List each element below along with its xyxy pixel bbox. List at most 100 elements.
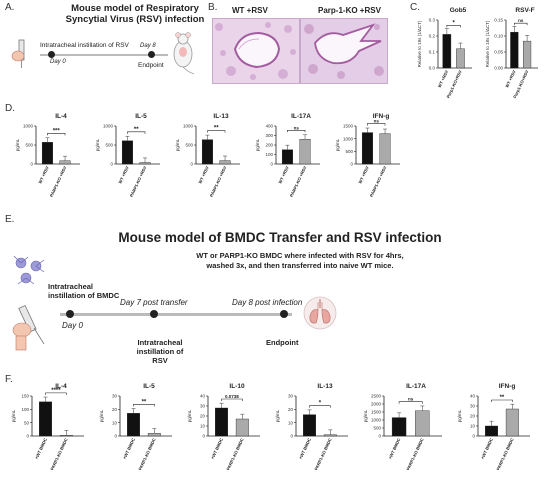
- category-label: PARP1-KO +RSV: [289, 165, 308, 198]
- category-label: +WT BMDC: [122, 437, 136, 460]
- bar-wt-bmdc: [39, 401, 52, 437]
- category-label: WT +RSV: [504, 69, 517, 88]
- panel-e-endpoint: Endpoint: [266, 338, 299, 347]
- chart-d-il17a: IL-17A pg/mL 0 100 200 300 400 WT +RSVPARP1-KO …: [255, 113, 320, 198]
- bar-parp1-ko-bmdc: [505, 408, 519, 437]
- category-label: +PARP1-KO BMDC: [312, 437, 332, 470]
- category-label: +PARP1-KO BMDC: [136, 437, 156, 470]
- significance-label: **: [142, 399, 147, 405]
- panel-e-description: WT or PARP1-KO BMDC where infected with …: [170, 251, 430, 271]
- bar-wt-rsv: [361, 132, 373, 165]
- panel-e-desc-line1: WT or PARP1-KO BMDC where infected with …: [196, 251, 404, 260]
- chart-title: IFN-g: [499, 383, 516, 390]
- y-tick-label: 2000: [371, 402, 382, 407]
- y-tick-label: 500: [345, 149, 353, 154]
- panel-a-letter: A.: [5, 2, 15, 13]
- panel-a-title: Mouse model of Respiratory Syncytial Vir…: [65, 3, 205, 25]
- y-tick-label: 500: [105, 143, 113, 148]
- significance-bracket: [47, 133, 66, 136]
- y-tick-label: 0: [26, 434, 29, 439]
- chart-f-il4: IL-4 pg/mL 0 50 100 150 +WT BMDC +PARP1-KO BMDC…: [11, 383, 84, 470]
- y-tick-label: 0.2: [429, 34, 436, 39]
- category-label: WT +RSV: [197, 165, 210, 184]
- y-tick-label: 30: [112, 394, 118, 399]
- bar-parp1-ko-rsv: [139, 162, 151, 165]
- panel-e-step1-line2: instillation of BMDC: [48, 291, 120, 300]
- bar-wt-rsv: [442, 34, 452, 69]
- significance-label: ****: [51, 388, 61, 394]
- category-label: +WT BMDC: [387, 437, 401, 460]
- chart-title: Gob5: [450, 7, 467, 14]
- category-label: +WT BMDC: [34, 437, 48, 460]
- significance-bracket: [287, 130, 306, 133]
- bar-parp1-ko-bmdc: [235, 418, 249, 437]
- category-label: +WT BMDC: [210, 437, 224, 460]
- panel-e-step2-line1: Intratracheal: [137, 338, 183, 347]
- category-label: PARP1-KO +RSV: [209, 165, 228, 198]
- y-tick-label: 30: [470, 404, 476, 409]
- bar-wt-bmdc: [215, 407, 228, 437]
- y-tick-label: 50: [24, 420, 30, 425]
- bar-parp1-ko-rsv: [299, 139, 311, 165]
- significance-bracket: [491, 399, 513, 402]
- bmdc-cells-icon: [12, 254, 46, 286]
- significance-bracket: [446, 25, 461, 28]
- bar-wt-rsv: [510, 31, 519, 69]
- y-tick-label: 1000: [343, 136, 354, 141]
- bar-parp1-ko-bmdc: [59, 435, 73, 437]
- y-tick-label: 10: [470, 424, 476, 429]
- significance-bracket: [207, 130, 226, 133]
- y-tick-label: 0.3: [429, 18, 436, 23]
- chart-title: IFN-g: [373, 113, 390, 120]
- significance-label: *: [319, 401, 322, 407]
- y-tick-label: 200: [265, 143, 273, 148]
- y-tick-label: 0: [114, 434, 117, 439]
- y-tick-label: 0: [270, 162, 273, 167]
- panel-e-step2-line2: instillation of RSV: [136, 347, 184, 365]
- bar-wt-rsv: [281, 149, 293, 165]
- chart-title: IL-5: [143, 383, 155, 390]
- category-label: WT +RSV: [357, 165, 370, 184]
- y-tick-label: 500: [185, 143, 193, 148]
- category-label: +WT BMDC: [480, 437, 494, 460]
- significance-label: *: [452, 20, 455, 26]
- significance-label: ns: [518, 18, 524, 23]
- panel-a-day0-marker: [48, 51, 55, 58]
- category-label: WT +RSV: [117, 165, 130, 184]
- bar-parp1-ko-rsv: [379, 133, 391, 165]
- chart-title: IL-17A: [291, 113, 311, 120]
- panel-e-day8: Day 8 post infection: [232, 298, 303, 307]
- panel-e-desc-line2: washed 3x, and then transferred into nai…: [206, 261, 394, 270]
- y-axis-label: pg/mL: [363, 409, 368, 422]
- panel-d-letter: D.: [5, 103, 15, 114]
- category-label: PARP1-KO +RSV: [369, 165, 388, 198]
- panel-e-letter: E.: [5, 214, 15, 225]
- syringe-hand-icon: [10, 304, 50, 352]
- y-axis-label: pg/mL: [15, 138, 20, 151]
- y-tick-label: 1000: [371, 418, 382, 423]
- y-tick-label: 300: [265, 133, 273, 138]
- bar-parp1-ko-rsv: [219, 160, 231, 165]
- category-label: +PARP1-KO BMDC: [48, 437, 68, 470]
- y-tick-label: 0.05: [494, 50, 503, 55]
- bar-wt-bmdc: [485, 425, 498, 437]
- y-tick-label: 0.1: [429, 50, 436, 55]
- significance-label: **: [500, 395, 505, 401]
- significance-bracket: [45, 392, 67, 395]
- y-tick-label: 100: [265, 152, 273, 157]
- chart-rsv-f: RSV-F Relative to 18s (1/ΔCT) 0.00 0.05 0.10…: [485, 7, 538, 99]
- y-axis-label: Relative to 18s (1/ΔCT): [417, 20, 422, 67]
- y-tick-label: 40: [200, 394, 206, 399]
- bar-parp1-ko-rsv: [59, 160, 71, 165]
- panel-a-day8-marker: [148, 51, 155, 58]
- y-axis-label: pg/mL: [99, 409, 104, 422]
- y-tick-label: 1500: [343, 124, 354, 129]
- bar-parp1-ko-bmdc: [415, 410, 430, 437]
- chart-title: IL-13: [317, 383, 333, 390]
- y-tick-label: 400: [265, 124, 273, 129]
- y-tick-label: 0.00: [494, 66, 503, 71]
- y-axis-label: pg/mL: [275, 409, 280, 422]
- significance-label: **: [134, 127, 139, 133]
- significance-label: ns: [374, 119, 380, 124]
